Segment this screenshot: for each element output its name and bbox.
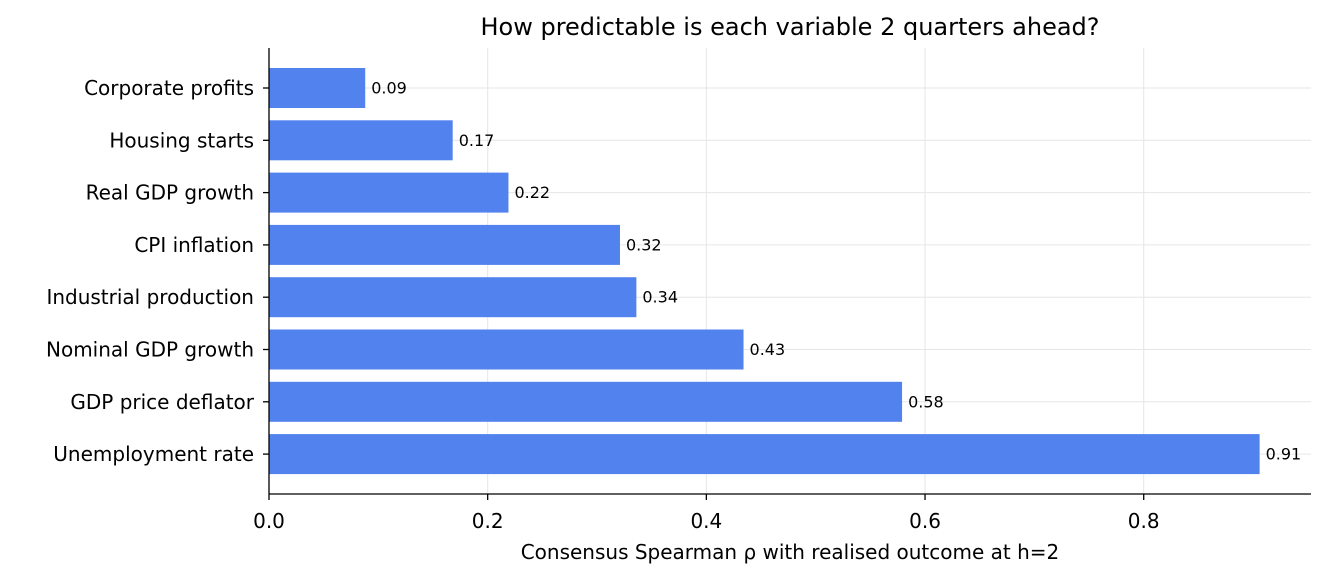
chart-title: How predictable is each variable 2 quart… — [480, 13, 1099, 41]
y-tick-label: GDP price deflator — [70, 390, 254, 414]
grid-layer — [268, 48, 1311, 494]
bar — [269, 381, 903, 422]
y-tick-label: Nominal GDP growth — [46, 338, 254, 362]
x-tick-label: 0.8 — [1128, 509, 1160, 533]
y-tick-label: Real GDP growth — [86, 181, 254, 205]
y-tick-label: Industrial production — [46, 285, 254, 309]
y-tick-label: Unemployment rate — [53, 442, 254, 466]
x-axis-label: Consensus Spearman ρ with realised outco… — [521, 540, 1060, 564]
bar-value-label: 0.58 — [908, 392, 944, 411]
bar-value-label: 0.09 — [371, 79, 407, 98]
bar-value-label: 0.32 — [626, 235, 662, 254]
bar-value-label: 0.17 — [459, 131, 495, 150]
bar-value-label: 0.22 — [514, 183, 550, 202]
bar — [269, 434, 1260, 475]
y-tick-label: Corporate profits — [84, 76, 254, 100]
bar — [269, 120, 453, 161]
bar — [269, 329, 744, 370]
bar-value-label: 0.34 — [642, 288, 678, 307]
bar-value-label: 0.91 — [1266, 445, 1302, 464]
x-tick-label: 0.2 — [472, 509, 504, 533]
x-tick-label: 0.4 — [690, 509, 722, 533]
bar — [269, 68, 366, 108]
bar-layer: 0.09 0.17 0.22 0.32 0.34 0.43 0.58 0.91 — [269, 68, 1302, 475]
bar — [269, 172, 509, 213]
x-tick-label: 0.6 — [909, 509, 941, 533]
y-tick-label: CPI inflation — [134, 233, 254, 257]
y-tick-label: Housing starts — [109, 128, 254, 152]
bar-value-label: 0.43 — [750, 340, 786, 359]
bar — [269, 224, 620, 265]
bar — [269, 277, 637, 318]
axis-layer: Corporate profits Housing starts Real GDP … — [46, 48, 1311, 533]
x-tick-label: 0.0 — [253, 509, 285, 533]
